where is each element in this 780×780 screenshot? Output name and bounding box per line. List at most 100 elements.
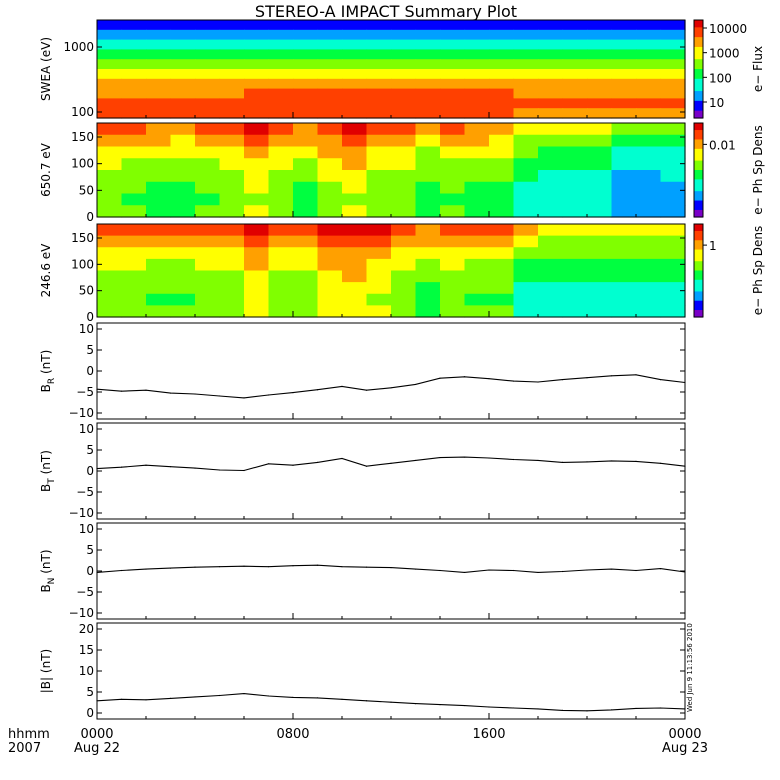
heatmap-cell [587, 158, 613, 171]
colorbar-segment [694, 277, 703, 281]
heatmap-cell [121, 181, 147, 195]
heatmap-cell [538, 78, 564, 90]
colorbar-segment [694, 177, 703, 180]
heatmap-cell [538, 146, 564, 159]
footer-year-label: 2007 [8, 741, 41, 756]
heatmap-cell [268, 305, 294, 318]
panel-br: 10 5 0 −5 −10 BR (nT) [39, 322, 686, 420]
heatmap-cell [121, 123, 147, 136]
heatmap-cell [440, 282, 466, 295]
data-point [512, 380, 515, 382]
data-point [316, 697, 319, 699]
heatmap-cell [391, 305, 417, 318]
heatmap-cell [146, 181, 172, 195]
y-axis-label: 246.6 eV [39, 243, 53, 298]
heatmap-cell [195, 123, 221, 136]
colorbar-segment [694, 233, 703, 237]
heatmap-cell [415, 224, 441, 237]
heatmap-cell [562, 49, 588, 60]
data-point [561, 461, 564, 463]
heatmap-cell [538, 235, 564, 248]
colorbar-segment [694, 256, 703, 260]
colorbar-segment [694, 303, 703, 306]
heatmap-cell [562, 181, 588, 195]
heatmap-cell [587, 181, 613, 195]
colorbar-tick-label: 1000 [709, 47, 740, 61]
heatmap-cell [587, 270, 613, 283]
data-point [341, 385, 343, 387]
colorbar-segment [694, 29, 703, 33]
heatmap-cell [391, 49, 417, 60]
heatmap-cell [146, 59, 172, 70]
heatmap-cell [244, 305, 270, 318]
colorbar-segment [694, 170, 703, 173]
heatmap-cell [244, 69, 270, 80]
heatmap-cell [562, 193, 588, 206]
heatmap-cell [587, 193, 613, 206]
heatmap-cell [415, 270, 441, 283]
heatmap-cell [415, 181, 441, 195]
heatmap-cell [415, 282, 441, 295]
colorbar-segment [694, 270, 703, 274]
data-point [292, 392, 294, 394]
colorbar-segment [694, 310, 703, 313]
heatmap-cell [219, 170, 245, 183]
heatmap-cell [538, 170, 564, 183]
heatmap-cell [121, 78, 147, 90]
heatmap-cell [538, 282, 564, 295]
heatmap-cell [170, 29, 196, 41]
colorbar-segment [694, 27, 703, 31]
heatmap-cell [146, 20, 172, 31]
heatmap-cell [660, 158, 686, 171]
heatmap-cell [121, 29, 147, 41]
heatmap-cell [97, 98, 123, 109]
data-point [218, 395, 221, 397]
heatmap-cell [538, 88, 564, 99]
heatmap-cell [219, 88, 245, 99]
heatmap-cell [366, 247, 392, 260]
colorbar-segment [694, 108, 703, 112]
colorbar-segment [694, 123, 703, 126]
heatmap-cell [195, 88, 221, 99]
heatmap-cell [342, 170, 368, 183]
heatmap-cell [244, 205, 270, 218]
colorbar-segment [694, 95, 703, 99]
heatmap-cell [97, 134, 123, 148]
heatmap-cell [562, 88, 588, 99]
data-point [145, 699, 147, 701]
heatmap-cell [342, 88, 368, 99]
colorbar-segment [694, 174, 703, 178]
data-point [659, 707, 662, 709]
heatmap-cell [342, 39, 368, 50]
heatmap-cell [415, 49, 441, 60]
colorbars: 10000 1000 100 10 e− Flux 0.01 e− Ph Sp Dens 1 e… [693, 19, 765, 318]
heatmap-cell [121, 88, 147, 99]
heatmap-cell [219, 235, 245, 248]
heatmap-cell [440, 293, 466, 306]
heatmap-cell [97, 146, 123, 159]
data-point [586, 377, 588, 379]
data-point [537, 571, 539, 574]
heatmap-cell [97, 247, 123, 260]
heatmap-cell [562, 270, 588, 283]
heatmap-cell [636, 20, 662, 31]
heatmap-cell [611, 59, 637, 70]
colorbar-segment [694, 188, 703, 192]
y-tick-label: 0 [86, 364, 94, 378]
heatmap-cell [146, 134, 172, 148]
heatmap-cell [366, 224, 392, 237]
heatmap-cell [489, 39, 515, 50]
heatmap-cell [121, 193, 147, 206]
data-point [439, 704, 441, 706]
heatmap-cell [342, 258, 368, 272]
heatmap-cell [464, 78, 490, 90]
heatmap-cell [268, 98, 294, 109]
heatmap-cell [97, 59, 123, 70]
heatmap-cell [195, 78, 221, 90]
heatmap-cell [489, 224, 515, 237]
y-axis-label: SWEA (eV) [39, 37, 53, 101]
colorbar-segment [694, 137, 703, 141]
data-point [512, 569, 515, 572]
heatmap-cell [464, 181, 490, 195]
data-point [292, 565, 294, 567]
